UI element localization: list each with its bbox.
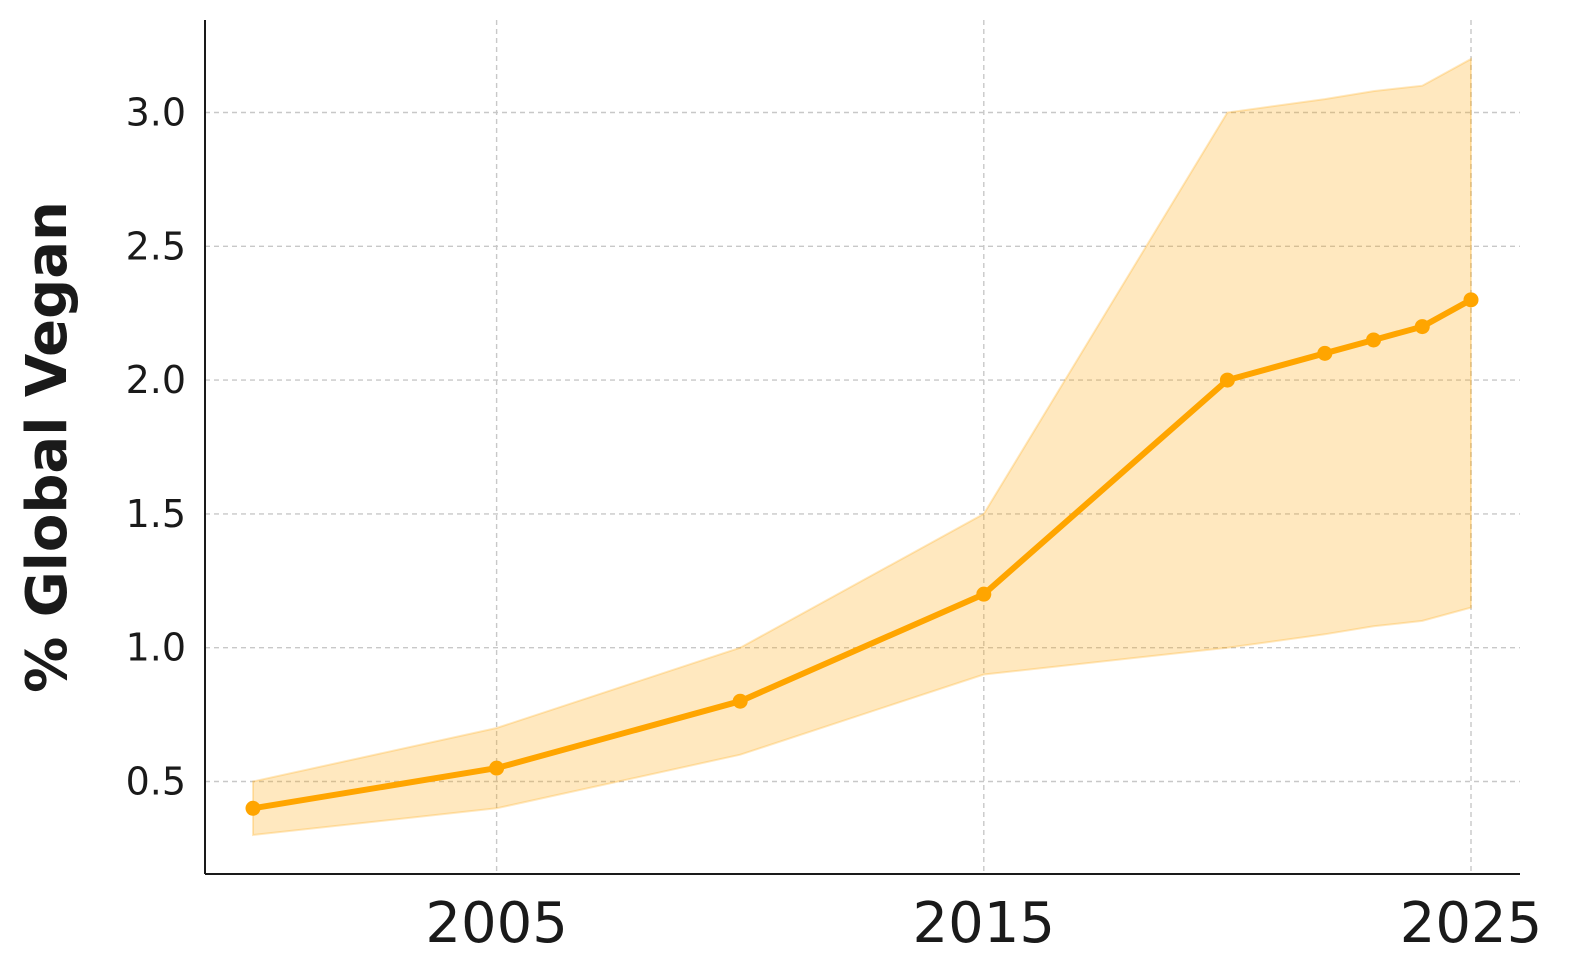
data-point-2 (732, 693, 748, 709)
data-points (245, 292, 1479, 816)
uncertainty-band (252, 57, 1472, 837)
data-point-4 (1219, 372, 1235, 388)
data-point-8 (1463, 292, 1479, 308)
y-ticks: 0.5 1.0 1.5 2.0 2.5 3.0 (126, 91, 186, 804)
y-tick-label-2: 1.5 (126, 492, 186, 536)
y-tick-label-4: 2.5 (126, 224, 186, 268)
data-point-1 (489, 760, 505, 776)
x-tick-label-1: 2015 (913, 891, 1056, 956)
data-point-5 (1317, 345, 1333, 361)
x-tick-label-2: 2025 (1400, 891, 1543, 956)
data-point-7 (1414, 319, 1430, 335)
y-tick-label-5: 3.0 (126, 91, 186, 135)
y-tick-label-3: 2.0 (126, 358, 186, 402)
data-point-6 (1366, 332, 1382, 348)
y-axis-label: % Global Vegan (15, 201, 80, 693)
data-point-3 (976, 586, 992, 602)
y-tick-label-1: 1.0 (126, 626, 186, 670)
data-point-0 (245, 800, 261, 816)
x-tick-label-0: 2005 (425, 891, 568, 956)
x-ticks: 2005 2015 2025 (425, 891, 1542, 956)
y-tick-label-0: 0.5 (126, 760, 186, 804)
